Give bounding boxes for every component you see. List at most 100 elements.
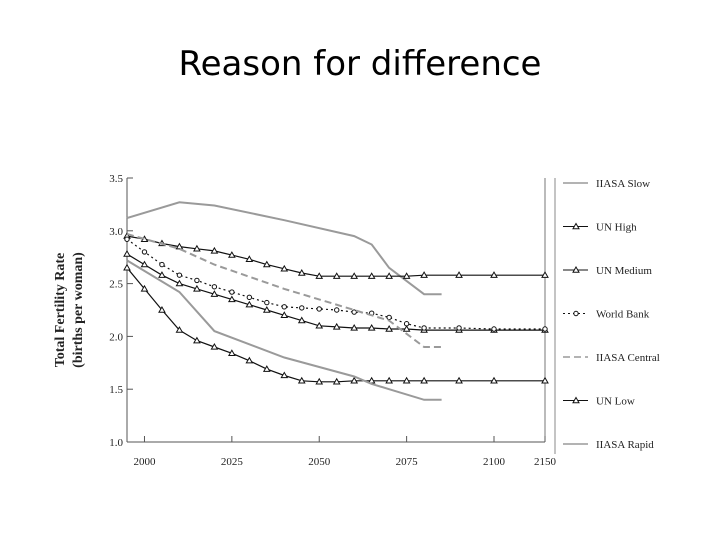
- triangle-marker: [245, 255, 254, 263]
- y-tick-label: 1.0: [109, 437, 123, 449]
- triangle-marker: [175, 326, 184, 333]
- x-tick-label: 2150: [534, 456, 557, 468]
- triangle-marker: [420, 271, 428, 278]
- legend-label: IIASA Rapid: [596, 439, 654, 451]
- series-iiasa-slow: [126, 201, 442, 296]
- legend-label: UN High: [596, 222, 637, 234]
- circle-marker: [194, 277, 200, 284]
- y-tick-label: 3.0: [109, 226, 123, 238]
- triangle-marker: [455, 376, 463, 384]
- legend-label: IIASA Central: [596, 352, 660, 364]
- triangle-marker: [227, 295, 236, 303]
- circle-marker: [124, 236, 130, 242]
- circle-marker: [491, 326, 497, 332]
- legend-item: IIASA Rapid: [563, 439, 654, 451]
- legend-item: IIASA Slow: [563, 178, 650, 190]
- circle-marker: [573, 310, 579, 317]
- x-tick-label: 2050: [308, 456, 331, 468]
- triangle-marker: [140, 284, 149, 292]
- triangle-marker: [193, 244, 201, 252]
- circle-marker: [386, 314, 392, 321]
- triangle-marker: [402, 272, 411, 279]
- triangle-marker: [385, 376, 394, 384]
- series-line: [126, 233, 442, 348]
- circle-marker: [246, 294, 253, 301]
- circle-marker: [456, 325, 462, 331]
- triangle-marker: [572, 396, 580, 404]
- x-tick-label: 2075: [396, 456, 419, 468]
- series-line: [126, 253, 545, 331]
- legend-item: UN High: [563, 222, 637, 234]
- triangle-marker: [332, 377, 341, 385]
- legend-item: UN Low: [563, 396, 635, 408]
- triangle-marker: [385, 272, 394, 279]
- x-axis: 2000 2025 2050 2075 2100 2150: [133, 436, 557, 468]
- triangle-marker: [297, 376, 306, 384]
- triangle-marker: [297, 316, 306, 324]
- triangle-marker: [280, 311, 289, 318]
- circle-marker: [141, 249, 148, 255]
- triangle-marker: [262, 260, 271, 268]
- circle-marker: [281, 304, 287, 310]
- triangle-marker: [332, 272, 341, 279]
- circle-marker: [159, 261, 165, 268]
- circle-marker: [211, 284, 218, 290]
- triangle-marker: [123, 263, 131, 271]
- series-line: [126, 235, 545, 277]
- triangle-marker: [402, 325, 411, 332]
- triangle-marker: [350, 323, 359, 331]
- circle-marker: [176, 272, 183, 278]
- triangle-marker: [227, 251, 236, 258]
- circle-marker: [229, 289, 235, 295]
- legend-item: UN Medium: [563, 265, 652, 277]
- y-tick-label: 2.5: [109, 279, 123, 291]
- triangle-marker: [193, 284, 201, 292]
- triangle-marker: [210, 246, 219, 254]
- triangle-marker: [245, 356, 254, 364]
- triangle-marker: [280, 264, 289, 272]
- series-iiasa-rapid: [126, 259, 442, 401]
- y-tick-label: 1.5: [109, 384, 123, 396]
- triangle-marker: [455, 271, 463, 278]
- triangle-marker: [262, 305, 271, 313]
- triangle-marker: [350, 272, 359, 279]
- circle-marker: [264, 299, 270, 306]
- triangle-marker: [315, 377, 324, 385]
- y-axis-title-line: (births per woman): [71, 252, 86, 368]
- x-tick-label: 2000: [133, 456, 156, 468]
- circle-marker: [421, 325, 427, 331]
- triangle-marker: [332, 322, 341, 330]
- series-line: [126, 259, 442, 401]
- y-tick-label: 2.0: [109, 331, 123, 343]
- legend-label: IIASA Slow: [596, 178, 650, 190]
- triangle-marker: [315, 272, 324, 279]
- x-tick-label: 2025: [221, 456, 244, 468]
- triangle-marker: [490, 271, 498, 278]
- series-un-low: [123, 263, 549, 385]
- triangle-marker: [123, 250, 131, 257]
- triangle-marker: [572, 265, 580, 273]
- series-line: [126, 238, 545, 330]
- triangle-marker: [490, 376, 498, 384]
- circle-marker: [351, 309, 357, 315]
- triangle-marker: [367, 323, 376, 331]
- triangle-marker: [367, 272, 376, 279]
- triangle-marker: [315, 321, 324, 329]
- triangle-marker: [280, 371, 289, 379]
- triangle-marker: [210, 342, 219, 350]
- triangle-marker: [420, 376, 428, 384]
- triangle-marker: [245, 300, 254, 308]
- x-tick-label: 2100: [483, 456, 506, 468]
- circle-marker: [542, 326, 548, 332]
- triangle-marker: [262, 365, 271, 372]
- triangle-marker: [158, 271, 166, 278]
- triangle-marker: [193, 336, 201, 344]
- y-axis-title-line: Total Fertility Rate: [53, 253, 68, 368]
- legend-item: World Bank: [563, 309, 650, 321]
- triangle-marker: [541, 271, 549, 278]
- circle-marker: [334, 307, 340, 313]
- series-un-medium: [123, 250, 549, 333]
- triangle-marker: [158, 305, 166, 313]
- legend-label: UN Medium: [596, 265, 652, 277]
- triangle-marker: [227, 349, 236, 356]
